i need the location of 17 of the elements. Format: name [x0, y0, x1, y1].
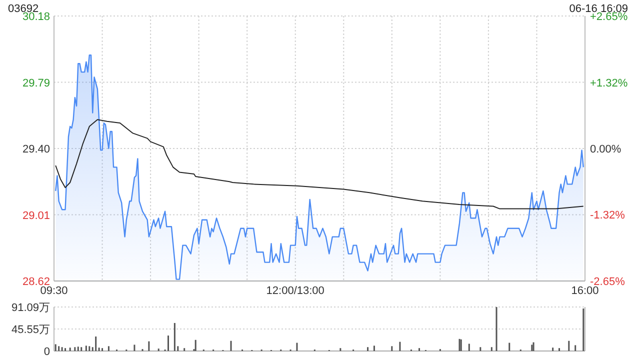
y2-tick-label: +1.32%	[590, 78, 628, 90]
y2-tick-label: -1.32%	[590, 210, 626, 222]
y-tick-label: 30.18	[22, 11, 50, 23]
y-tick-label: 29.01	[22, 210, 50, 222]
y2-tick-label: -2.65%	[590, 276, 626, 288]
x-tick-label: 12:00/13:00	[266, 285, 324, 297]
y-tick-label: 28.62	[22, 276, 50, 288]
y-tick-label: 29.40	[22, 144, 50, 156]
y-tick-label: 45.55万	[11, 324, 50, 336]
y2-tick-label: 0.00%	[590, 144, 622, 156]
x-tick-label: 09:30	[40, 285, 68, 297]
y2-tick-label: +2.65%	[590, 11, 628, 23]
y-tick-label: 0	[44, 346, 50, 358]
line-series	[55, 119, 584, 210]
y-tick-label: 91.09万	[11, 302, 50, 314]
x-tick-label: 16:00	[571, 285, 599, 297]
y-tick-label: 29.79	[22, 77, 50, 90]
